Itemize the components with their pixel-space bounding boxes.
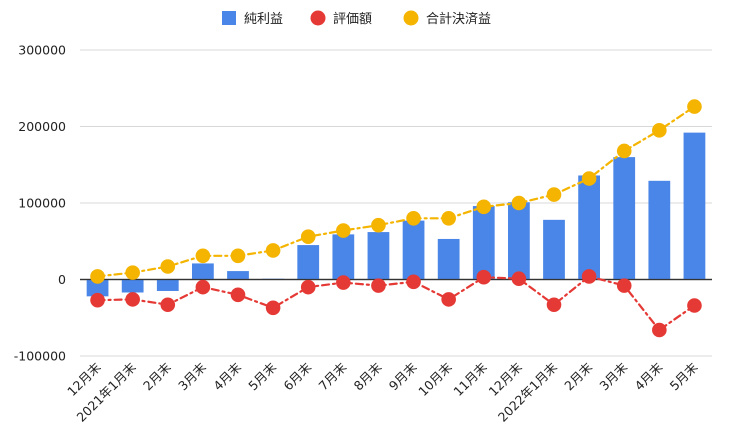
data-point bbox=[581, 171, 597, 186]
x-tick-label: 6月末 bbox=[280, 359, 314, 393]
data-point bbox=[406, 274, 421, 290]
data-point bbox=[687, 298, 702, 313]
data-point bbox=[265, 243, 281, 258]
data-point bbox=[371, 217, 386, 233]
data-point bbox=[546, 297, 562, 313]
data-point bbox=[160, 297, 176, 313]
bar bbox=[192, 263, 214, 280]
x-tick-label: 7月末 bbox=[316, 359, 350, 393]
data-point bbox=[160, 259, 176, 274]
bar bbox=[683, 132, 706, 280]
series-line bbox=[96, 105, 696, 278]
data-point bbox=[476, 199, 492, 215]
data-point bbox=[441, 211, 456, 226]
y-tick-label: 300000 bbox=[18, 43, 66, 58]
x-tick-label: 5月末 bbox=[245, 359, 279, 393]
data-point bbox=[476, 269, 492, 285]
bar bbox=[227, 271, 249, 280]
bar bbox=[472, 206, 495, 280]
bar bbox=[332, 234, 355, 280]
y-tick-label: 200000 bbox=[18, 119, 66, 134]
x-tick-label: 3月末 bbox=[596, 359, 630, 393]
bar bbox=[367, 232, 390, 280]
data-point bbox=[195, 248, 211, 264]
x-tick-label: 5月末 bbox=[667, 359, 701, 393]
legend-swatch bbox=[403, 10, 419, 26]
data-point bbox=[336, 223, 351, 238]
y-tick-label: 0 bbox=[58, 272, 66, 287]
series-line bbox=[96, 275, 696, 332]
x-tick-label: 11月末 bbox=[450, 359, 490, 399]
data-point bbox=[265, 300, 281, 316]
data-point bbox=[300, 279, 316, 295]
bar bbox=[543, 219, 565, 280]
x-tick-label: 10月末 bbox=[415, 359, 455, 399]
data-point bbox=[230, 248, 246, 264]
x-tick-label: 4月末 bbox=[632, 359, 666, 393]
line-series bbox=[90, 99, 702, 338]
legend-label: 合計決済益 bbox=[426, 11, 491, 27]
bar bbox=[437, 238, 460, 280]
data-point bbox=[511, 195, 527, 211]
y-tick-label: 100000 bbox=[18, 196, 66, 211]
y-tick-label: -100000 bbox=[14, 349, 66, 364]
data-point bbox=[581, 269, 597, 284]
x-tick-label: 2月末 bbox=[561, 359, 595, 393]
legend-label: 純利益 bbox=[244, 12, 283, 27]
legend-swatch bbox=[222, 11, 236, 25]
x-tick-label: 2月末 bbox=[140, 359, 174, 393]
bar bbox=[121, 279, 144, 293]
data-point bbox=[195, 279, 211, 295]
data-point bbox=[546, 187, 562, 202]
x-tick-label: 4月末 bbox=[210, 359, 244, 393]
bar-series bbox=[80, 132, 712, 297]
data-point bbox=[687, 99, 702, 114]
data-point bbox=[90, 292, 105, 308]
bar bbox=[156, 279, 179, 291]
bar bbox=[648, 180, 671, 280]
data-point bbox=[125, 292, 140, 307]
bar bbox=[86, 279, 109, 297]
x-tick-label: 3月末 bbox=[175, 359, 209, 393]
bar bbox=[578, 175, 600, 280]
data-point bbox=[336, 275, 351, 290]
y-axis: 300000 200000 100000 0 -100000 bbox=[14, 43, 66, 364]
data-point bbox=[616, 278, 632, 293]
bar bbox=[508, 202, 530, 280]
data-point bbox=[441, 292, 456, 307]
legend: 純利益 評価額 合計決済益 bbox=[222, 10, 491, 27]
data-point bbox=[230, 287, 246, 303]
data-point bbox=[511, 271, 527, 287]
data-point bbox=[652, 322, 667, 338]
data-point bbox=[300, 229, 316, 244]
bar bbox=[402, 220, 425, 280]
bar bbox=[613, 157, 636, 280]
x-tick-label: 8月末 bbox=[351, 359, 385, 393]
legend-label: 評価額 bbox=[333, 12, 372, 27]
data-point bbox=[652, 123, 667, 138]
legend-swatch bbox=[310, 10, 326, 26]
bar bbox=[297, 245, 320, 280]
data-point bbox=[406, 211, 421, 226]
data-point bbox=[125, 265, 140, 280]
data-point bbox=[90, 269, 105, 284]
data-point bbox=[616, 143, 632, 159]
data-point bbox=[371, 278, 386, 293]
